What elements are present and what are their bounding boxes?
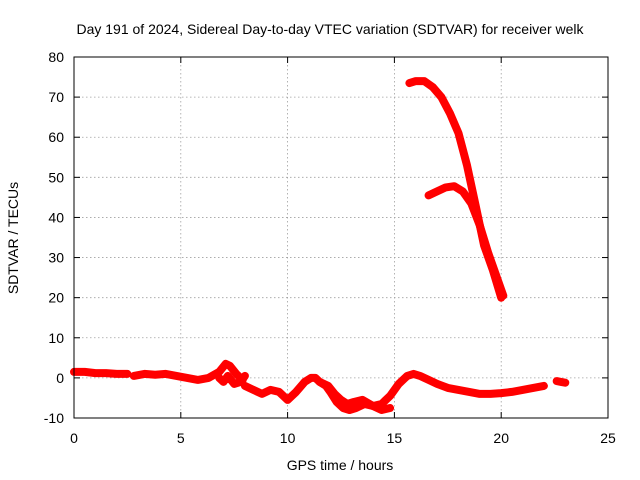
x-tick-label: 15 [387, 430, 403, 446]
plot-frame [73, 56, 609, 419]
series-arc-3 [215, 371, 249, 388]
series-arc-1 [70, 367, 132, 378]
y-tick-label: 20 [48, 290, 64, 306]
x-tick-label: 0 [70, 430, 78, 446]
series-arc-5 [315, 369, 548, 410]
x-tick-label: 25 [600, 430, 616, 446]
series-arc-8 [424, 182, 508, 300]
chart-title: Day 191 of 2024, Sidereal Day-to-day VTE… [76, 21, 584, 37]
y-tick-label: 40 [48, 209, 64, 225]
y-axis-label: SDTVAR / TECUs [5, 182, 21, 294]
series-layer [70, 77, 570, 414]
y-tick-label: 0 [56, 370, 64, 386]
y-tick-label: 10 [48, 330, 64, 346]
y-tick-label: 60 [48, 129, 64, 145]
y-tick-label: 70 [48, 89, 64, 105]
series-arc-6 [552, 377, 570, 387]
tick-labels: 0 5 10 15 20 25 -10 0 10 20 30 40 50 60 70 80 [44, 49, 616, 446]
series-arc-2 [129, 359, 247, 384]
grid-lines [74, 57, 608, 418]
x-tick-label: 10 [280, 430, 296, 446]
axes [73, 56, 609, 419]
y-tick-label: 80 [48, 49, 64, 65]
x-tick-label: 20 [493, 430, 509, 446]
y-tick-label: 30 [48, 250, 64, 266]
y-tick-label: 50 [48, 169, 64, 185]
y-tick-label: -10 [44, 410, 64, 426]
x-axis-label: GPS time / hours [287, 457, 394, 473]
x-tick-label: 5 [177, 430, 185, 446]
